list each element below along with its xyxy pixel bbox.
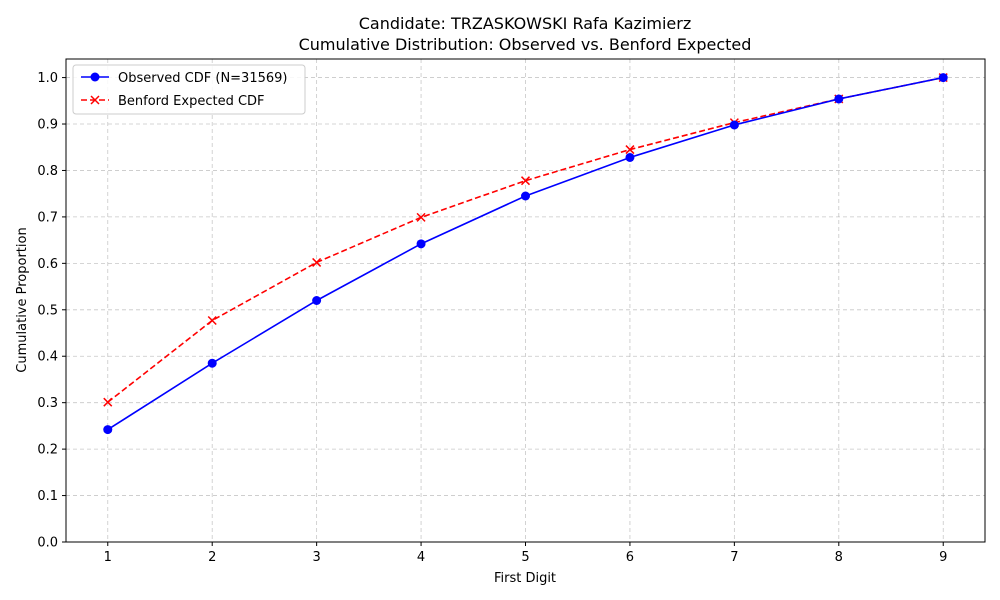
series-layer: [103, 73, 948, 435]
chart-title: Candidate: TRZASKOWSKI Rafa Kazimierz: [359, 14, 692, 33]
plot-frame: [65, 58, 986, 543]
data-point-benford: [520, 176, 531, 186]
x-tick-label: 2: [208, 550, 216, 565]
x-axis-label: First Digit: [494, 571, 556, 586]
data-point-benford: [207, 315, 217, 326]
data-point-benford: [625, 145, 635, 155]
data-point-observed: [729, 120, 739, 130]
legend-box: [72, 64, 306, 115]
x-tick-label: 3: [312, 550, 320, 565]
y-axis-label: Cumulative Proportion: [15, 227, 30, 372]
x-tick-label: 9: [939, 550, 947, 565]
data-point-observed: [834, 94, 844, 104]
data-point-observed: [207, 358, 217, 368]
y-tick-label: 0.7: [37, 210, 58, 225]
chart-subtitle: Cumulative Distribution: Observed vs. Be…: [299, 35, 752, 54]
data-point-observed: [312, 296, 322, 305]
data-point-benford: [312, 257, 322, 267]
data-point-observed: [103, 425, 113, 435]
legend-label-benford: Benford Expected CDF: [118, 94, 265, 109]
y-tick-label: 0.4: [37, 350, 58, 365]
y-tick-label: 0.6: [37, 257, 58, 272]
data-point-benford: [103, 397, 113, 407]
x-tick-label: 5: [521, 550, 529, 565]
x-tick-label: 8: [835, 550, 843, 565]
y-tick-label: 0.5: [37, 303, 58, 318]
series-line-benford: [107, 76, 944, 403]
legend-marker-observed: [90, 72, 100, 82]
y-tick-label: 0.3: [37, 396, 58, 411]
legend-label-observed: Observed CDF (N=31569): [118, 71, 288, 86]
y-tick-label: 0.1: [37, 489, 58, 504]
data-point-benford: [416, 212, 426, 222]
data-point-observed: [416, 239, 426, 249]
grid: [66, 59, 985, 543]
x-tick-label: 1: [104, 550, 112, 565]
legend-marker-benford: [90, 95, 100, 105]
y-tick-label: 0.9: [37, 118, 58, 133]
x-tick-label: 7: [730, 550, 738, 565]
y-tick-label: 0.8: [37, 164, 58, 179]
x-tick-label: 6: [626, 550, 634, 565]
legend: Observed CDF (N=31569) Benford Expected …: [72, 64, 306, 115]
data-point-observed: [521, 191, 530, 201]
y-tick-label: 0.2: [37, 443, 58, 458]
y-tick-label: 1.0: [37, 71, 58, 86]
x-tick-label: 4: [417, 550, 425, 565]
data-point-observed: [625, 152, 635, 162]
ticks: 1 2 3 4 5 6 7 8 9 0.0 0.1 0.2 0.3 0.4 0.5 0.6 0.7 0.8 0.9 1…: [37, 71, 947, 565]
data-point-observed: [938, 73, 948, 83]
y-tick-label: 0.0: [37, 536, 58, 551]
